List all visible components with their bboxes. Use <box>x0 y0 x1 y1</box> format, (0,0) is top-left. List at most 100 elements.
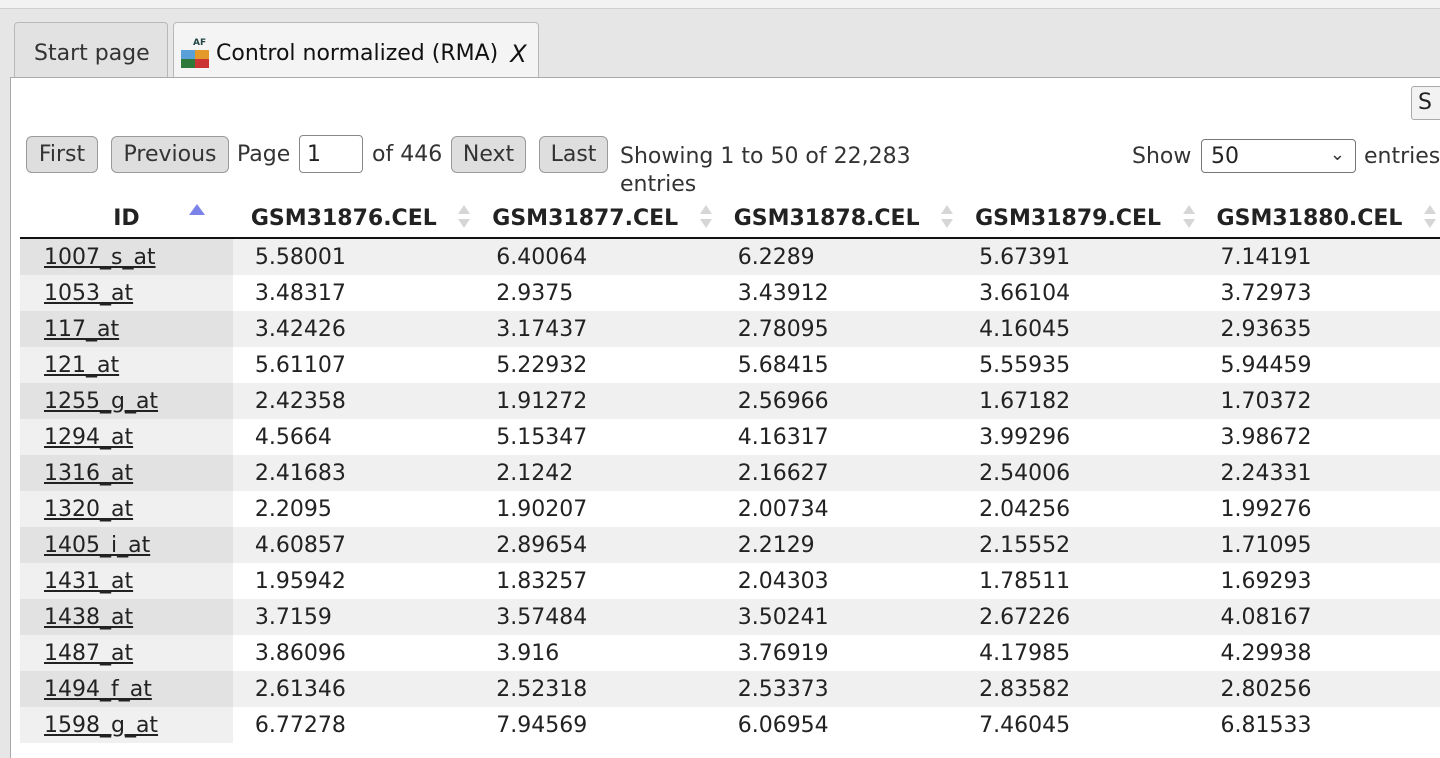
page-label: Page <box>237 142 291 167</box>
table-row: 1487_at 3.86096 3.916 3.76919 4.17985 4.29938 <box>20 635 1440 671</box>
expression-value-cell: 2.52318 <box>474 671 716 707</box>
next-page-button[interactable]: Next <box>451 136 526 173</box>
sort-icon <box>1424 205 1436 233</box>
expression-value-cell: 2.67226 <box>957 599 1199 635</box>
probe-id-cell: 1405_i_at <box>20 527 233 563</box>
table-row: 1316_at 2.41683 2.1242 2.16627 2.54006 2.2433… <box>20 455 1440 491</box>
last-page-button[interactable]: Last <box>539 136 608 173</box>
page-count-label: of 446 <box>372 142 443 167</box>
expression-value-cell: 3.43912 <box>715 275 958 311</box>
expression-value-cell: 1.70372 <box>1198 383 1440 419</box>
probe-id-link[interactable]: 1255_g_at <box>44 388 159 414</box>
expression-value-cell: 7.46045 <box>957 707 1199 743</box>
probe-id-cell: 1255_g_at <box>20 383 233 419</box>
probe-id-link[interactable]: 1294_at <box>44 424 134 450</box>
probe-id-cell: 1438_at <box>20 599 233 635</box>
column-header-gsm31879[interactable]: GSM31879.CEL <box>957 199 1199 239</box>
probe-id-cell: 117_at <box>20 311 233 347</box>
probe-id-link[interactable]: 1405_i_at <box>44 532 151 558</box>
expression-value-cell: 2.41683 <box>232 455 475 491</box>
expression-value-cell: 3.66104 <box>957 275 1199 311</box>
expression-value-cell: 3.57484 <box>474 599 716 635</box>
probe-id-link[interactable]: 117_at <box>44 316 120 342</box>
expression-value-cell: 1.69293 <box>1198 563 1440 599</box>
probe-id-cell: 1487_at <box>20 635 233 671</box>
probe-id-link[interactable]: 1431_at <box>44 568 134 594</box>
expression-value-cell: 6.77278 <box>232 707 475 743</box>
entries-per-page-select[interactable]: 50 ⌄ <box>1201 139 1356 173</box>
expression-value-cell: 4.16045 <box>957 311 1199 347</box>
entries-label: entries <box>1364 144 1440 169</box>
entries-per-page-value: 50 <box>1211 143 1239 169</box>
probe-id-link[interactable]: 121_at <box>44 352 120 378</box>
probe-id-link[interactable]: 1438_at <box>44 604 134 630</box>
probe-id-link[interactable]: 1598_g_at <box>44 712 159 738</box>
expression-value-cell: 3.98672 <box>1198 419 1440 455</box>
expression-value-cell: 4.29938 <box>1198 635 1440 671</box>
expression-value-cell: 1.78511 <box>957 563 1199 599</box>
expression-value-cell: 2.93635 <box>1198 311 1440 347</box>
probe-id-link[interactable]: 1316_at <box>44 460 134 486</box>
save-button[interactable]: S <box>1411 86 1440 120</box>
expression-value-cell: 5.67391 <box>957 238 1199 275</box>
table-row: 1431_at 1.95942 1.83257 2.04303 1.78511 1.692… <box>20 563 1440 599</box>
expression-value-cell: 4.17985 <box>957 635 1199 671</box>
column-header-gsm31876[interactable]: GSM31876.CEL <box>232 199 475 239</box>
sort-ascending-icon <box>189 204 205 215</box>
column-header-gsm31877[interactable]: GSM31877.CEL <box>474 199 716 239</box>
expression-value-cell: 2.04256 <box>957 491 1199 527</box>
expression-value-cell: 5.15347 <box>474 419 716 455</box>
expression-value-cell: 2.24331 <box>1198 455 1440 491</box>
chevron-down-icon: ⌄ <box>1329 144 1345 165</box>
expression-value-cell: 6.06954 <box>715 707 958 743</box>
expression-value-cell: 3.72973 <box>1198 275 1440 311</box>
probe-id-link[interactable]: 1494_f_at <box>44 676 152 702</box>
sort-icon <box>941 205 954 233</box>
expression-table: ID GSM31876.CEL GSM31877.CEL GSM31878.CE… <box>20 199 1440 743</box>
column-header-gsm31880[interactable]: GSM31880.CEL <box>1198 199 1440 239</box>
expression-value-cell: 6.40064 <box>474 238 716 275</box>
expression-value-cell: 3.99296 <box>957 419 1199 455</box>
close-tab-icon[interactable]: X <box>510 39 527 68</box>
table-row: 1405_i_at 4.60857 2.89654 2.2129 2.15552 1.71… <box>20 527 1440 563</box>
column-header-gsm31878[interactable]: GSM31878.CEL <box>715 199 958 239</box>
first-page-button[interactable]: First <box>26 136 98 173</box>
expression-value-cell: 2.15552 <box>957 527 1199 563</box>
expression-value-cell: 2.78095 <box>715 311 958 347</box>
expression-value-cell: 2.83582 <box>957 671 1199 707</box>
table-row: 1053_at 3.48317 2.9375 3.43912 3.66104 3.7297… <box>20 275 1440 311</box>
page-number-input[interactable] <box>299 135 363 173</box>
expression-value-cell: 5.58001 <box>232 238 475 275</box>
expression-value-cell: 2.42358 <box>232 383 475 419</box>
expression-value-cell: 6.2289 <box>715 238 958 275</box>
tab-start-page[interactable]: Start page <box>14 22 168 84</box>
expression-value-cell: 1.67182 <box>957 383 1199 419</box>
table-row: 117_at 3.42426 3.17437 2.78095 4.16045 2.9363… <box>20 311 1440 347</box>
probe-id-link[interactable]: 1487_at <box>44 640 134 666</box>
expression-value-cell: 2.54006 <box>957 455 1199 491</box>
expression-value-cell: 2.9375 <box>474 275 716 311</box>
expression-value-cell: 1.71095 <box>1198 527 1440 563</box>
tab-divider <box>10 77 1440 78</box>
probe-id-cell: 1007_s_at <box>20 238 233 275</box>
probe-id-link[interactable]: 1053_at <box>44 280 134 306</box>
expression-value-cell: 2.04303 <box>715 563 958 599</box>
expression-value-cell: 2.56966 <box>715 383 958 419</box>
probe-id-cell: 1053_at <box>20 275 233 311</box>
expression-value-cell: 5.94459 <box>1198 347 1440 383</box>
expression-value-cell: 5.22932 <box>474 347 716 383</box>
expression-value-cell: 7.14191 <box>1198 238 1440 275</box>
probe-id-link[interactable]: 1320_at <box>44 496 134 522</box>
expression-value-cell: 3.42426 <box>232 311 475 347</box>
expression-value-cell: 3.50241 <box>715 599 958 635</box>
table-row: 1294_at 4.5664 5.15347 4.16317 3.99296 3.9867… <box>20 419 1440 455</box>
table-header-row: ID GSM31876.CEL GSM31877.CEL GSM31878.CE… <box>20 199 1440 239</box>
expression-value-cell: 5.68415 <box>715 347 958 383</box>
expression-value-cell: 2.00734 <box>715 491 958 527</box>
probe-id-cell: 1494_f_at <box>20 671 233 707</box>
expression-value-cell: 3.17437 <box>474 311 716 347</box>
probe-id-link[interactable]: 1007_s_at <box>44 244 156 270</box>
previous-page-button[interactable]: Previous <box>111 136 229 173</box>
table-row: 1320_at 2.2095 1.90207 2.00734 2.04256 1.9927… <box>20 491 1440 527</box>
tab-control-normalized[interactable]: AF Control normalized (RMA) X <box>173 22 539 84</box>
